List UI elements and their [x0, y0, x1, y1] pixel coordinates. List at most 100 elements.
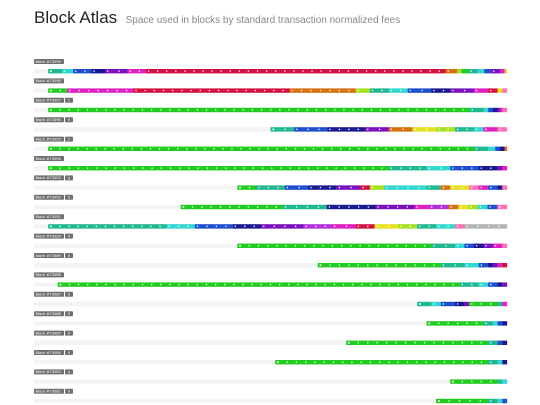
- tx-dot: [485, 322, 487, 324]
- tx-dot: [338, 128, 341, 130]
- tx-dot: [402, 128, 404, 130]
- block-row: Block #73095 1: [34, 136, 508, 151]
- tx-dot: [376, 342, 378, 344]
- tx-dot: [140, 148, 143, 150]
- tx-dot: [406, 283, 409, 286]
- fee-segment: [431, 301, 441, 307]
- tx-dot: [357, 342, 359, 344]
- tx-dot: [429, 70, 431, 72]
- tx-dot: [395, 264, 397, 266]
- fee-segment: [499, 107, 503, 113]
- block-row: Block #73087 0: [34, 291, 508, 307]
- fee-segment: [450, 379, 498, 384]
- tx-dot: [367, 264, 369, 266]
- tx-dot: [318, 128, 320, 130]
- tx-dot: [453, 361, 455, 363]
- tx-dot: [420, 70, 422, 72]
- tx-dot: [475, 148, 478, 150]
- tx-dot: [450, 206, 452, 208]
- tx-dot: [379, 109, 382, 111]
- tx-dot: [122, 148, 124, 150]
- tx-dot: [305, 225, 307, 227]
- fee-segment: [464, 224, 508, 229]
- block-label: Block #73086: [36, 312, 62, 316]
- tx-dot: [376, 225, 378, 227]
- tx-dot: [351, 361, 353, 363]
- block-track: [34, 321, 507, 326]
- block-badge-pill: [65, 233, 73, 239]
- tx-dot: [490, 361, 492, 363]
- fee-segment: [484, 69, 492, 74]
- tx-dot: [490, 400, 492, 402]
- block-row: Block #73094: [34, 156, 508, 171]
- tx-dot: [59, 225, 61, 227]
- block-row: Block #73083 0: [34, 369, 508, 384]
- fee-segment: [133, 88, 290, 93]
- block-row: Block #73099: [34, 59, 508, 74]
- tx-dot: [68, 225, 70, 227]
- tx-dot: [369, 361, 372, 363]
- tx-dot: [296, 128, 298, 130]
- tx-dot: [177, 225, 180, 227]
- block-badge-pill: [65, 97, 73, 103]
- tx-dot: [326, 167, 328, 169]
- tx-dot: [97, 89, 99, 92]
- fee-segment: [256, 185, 285, 190]
- tx-dot: [224, 283, 226, 286]
- tx-dot: [141, 283, 144, 286]
- tx-dot: [385, 148, 387, 150]
- tx-dot: [122, 225, 125, 227]
- fee-segment: [48, 107, 470, 113]
- tx-dot: [300, 89, 303, 92]
- tx-dot: [306, 206, 309, 208]
- tx-dot: [297, 109, 299, 111]
- tx-dot: [206, 167, 208, 169]
- tx-dot: [224, 109, 226, 111]
- tx-dot: [215, 167, 218, 169]
- tx-dot: [242, 109, 244, 111]
- tx-dot: [132, 225, 134, 227]
- block-label: Block #73084: [36, 351, 62, 355]
- fee-segment: [91, 69, 106, 74]
- tx-dot: [338, 264, 341, 266]
- tx-dot: [367, 128, 369, 130]
- tx-dot: [400, 225, 402, 227]
- tx-dot: [480, 186, 482, 189]
- tx-dot: [234, 167, 236, 169]
- tx-dot: [242, 283, 244, 286]
- tx-dot: [379, 361, 381, 363]
- tx-dot: [202, 70, 204, 72]
- tx-dot: [421, 148, 423, 150]
- tx-dot: [160, 109, 162, 111]
- block-row: Block #73086 0: [34, 311, 508, 326]
- fee-segment: [454, 224, 465, 229]
- tx-dot: [135, 89, 137, 92]
- tx-dot: [158, 148, 161, 150]
- tx-dot: [105, 283, 107, 286]
- tx-dot: [340, 245, 343, 247]
- tx-dot: [428, 167, 430, 169]
- block-row: Block #73085 0: [34, 330, 508, 345]
- block-row: Block #73088: [34, 272, 508, 287]
- tx-dot: [193, 70, 195, 72]
- tx-dot: [386, 264, 388, 266]
- fee-segment: [431, 88, 451, 93]
- tx-dot: [229, 70, 231, 72]
- tx-dot: [470, 206, 472, 208]
- fee-segment: [448, 204, 459, 210]
- tx-dot: [485, 128, 487, 130]
- fee-segment: [237, 185, 257, 190]
- block-label: Block #73090: [36, 234, 62, 238]
- tx-dot: [424, 245, 426, 247]
- tx-dot: [367, 342, 369, 344]
- block-row: Block #73097 1: [34, 97, 508, 113]
- tx-dot: [133, 167, 135, 169]
- tx-dot: [114, 109, 116, 111]
- fee-segment: [478, 166, 498, 171]
- fee-segment: [491, 69, 501, 74]
- fee-segment: [355, 224, 375, 229]
- tx-dot: [461, 186, 463, 189]
- tx-dot: [442, 186, 445, 189]
- tx-dot: [131, 148, 134, 150]
- tx-dot: [141, 225, 143, 227]
